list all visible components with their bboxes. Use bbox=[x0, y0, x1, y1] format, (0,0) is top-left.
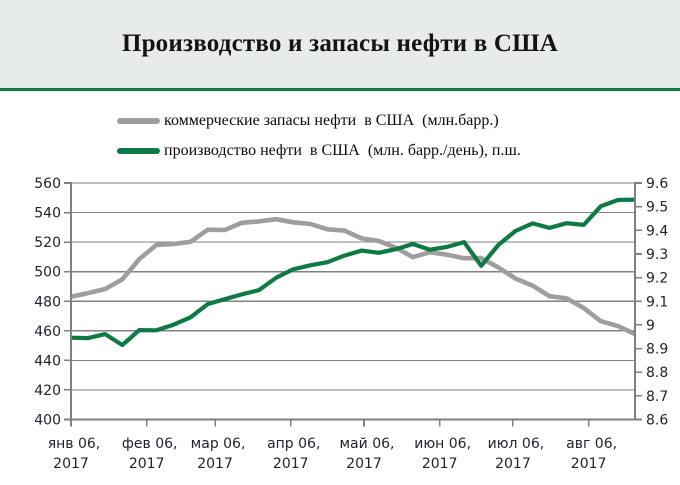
stocks-line bbox=[70, 216, 636, 337]
y-left-tick-label: 420 bbox=[34, 383, 61, 399]
x-tick-label-year: 2017 bbox=[197, 456, 233, 472]
y-right-tick-label: 9.3 bbox=[646, 247, 668, 263]
production-line-swatch bbox=[117, 148, 160, 154]
y-right-tick-label: 9.1 bbox=[646, 294, 668, 310]
x-tick-label-month: июл 06, bbox=[488, 436, 545, 452]
legend-label-stocks: коммерческие запасы нефти в США (млн.бар… bbox=[164, 112, 499, 129]
stocks-line-swatch bbox=[117, 118, 160, 124]
y-left-tick-label: 460 bbox=[34, 324, 61, 340]
y-left-tick-label: 400 bbox=[34, 413, 61, 429]
legend-item-stocks: коммерческие запасы нефти в США (млн.бар… bbox=[117, 106, 521, 136]
y-right-tick-label: 8.9 bbox=[646, 342, 668, 358]
x-tick-label-month: апр 06, bbox=[267, 436, 320, 452]
y-right-tick-label: 9.4 bbox=[646, 223, 668, 239]
x-tick-label-month: фев 06, bbox=[122, 436, 178, 452]
x-tick-label-year: 2017 bbox=[53, 456, 89, 472]
header-rule bbox=[0, 88, 680, 91]
x-tick-label-year: 2017 bbox=[129, 456, 165, 472]
header-band: Производство и запасы нефти в США bbox=[0, 0, 680, 88]
y-left-tick-label: 560 bbox=[34, 176, 61, 192]
x-tick-label-month: янв 06, bbox=[48, 436, 101, 452]
y-left-tick-label: 440 bbox=[34, 353, 61, 369]
y-right-tick-label: 9.2 bbox=[646, 271, 668, 287]
x-tick-label-year: 2017 bbox=[346, 456, 382, 472]
production-line bbox=[70, 197, 636, 348]
y-left-tick-label: 480 bbox=[34, 294, 61, 310]
y-left-tick-label: 500 bbox=[34, 265, 61, 281]
x-tick-label-year: 2017 bbox=[273, 456, 309, 472]
y-right-tick-label: 9 bbox=[646, 318, 655, 334]
x-tick-label-year: 2017 bbox=[495, 456, 531, 472]
y-right-tick-label: 9.5 bbox=[646, 200, 668, 216]
x-tick-label-month: авг 06, bbox=[566, 436, 617, 452]
x-tick-label-year: 2017 bbox=[422, 456, 458, 472]
y-left-tick-label: 520 bbox=[34, 235, 61, 251]
legend-label-production: производство нефти в США (млн. барр./ден… bbox=[164, 142, 521, 159]
x-tick-label-year: 2017 bbox=[571, 456, 607, 472]
x-tick-label-month: мар 06, bbox=[191, 436, 246, 452]
y-right-tick-label: 8.7 bbox=[646, 389, 668, 405]
x-tick-label-month: май 06, bbox=[340, 436, 395, 452]
page-title: Производство и запасы нефти в США bbox=[121, 30, 559, 57]
legend-item-production: производство нефти в США (млн. барр./ден… bbox=[117, 136, 521, 166]
y-right-tick-label: 8.6 bbox=[646, 413, 668, 429]
y-right-tick-label: 8.8 bbox=[646, 365, 668, 381]
y-left-tick-label: 540 bbox=[34, 206, 61, 222]
y-right-tick-label: 9.6 bbox=[646, 176, 668, 192]
x-tick-label-month: июн 06, bbox=[414, 436, 471, 452]
chart-legend: коммерческие запасы нефти в США (млн.бар… bbox=[117, 106, 521, 166]
